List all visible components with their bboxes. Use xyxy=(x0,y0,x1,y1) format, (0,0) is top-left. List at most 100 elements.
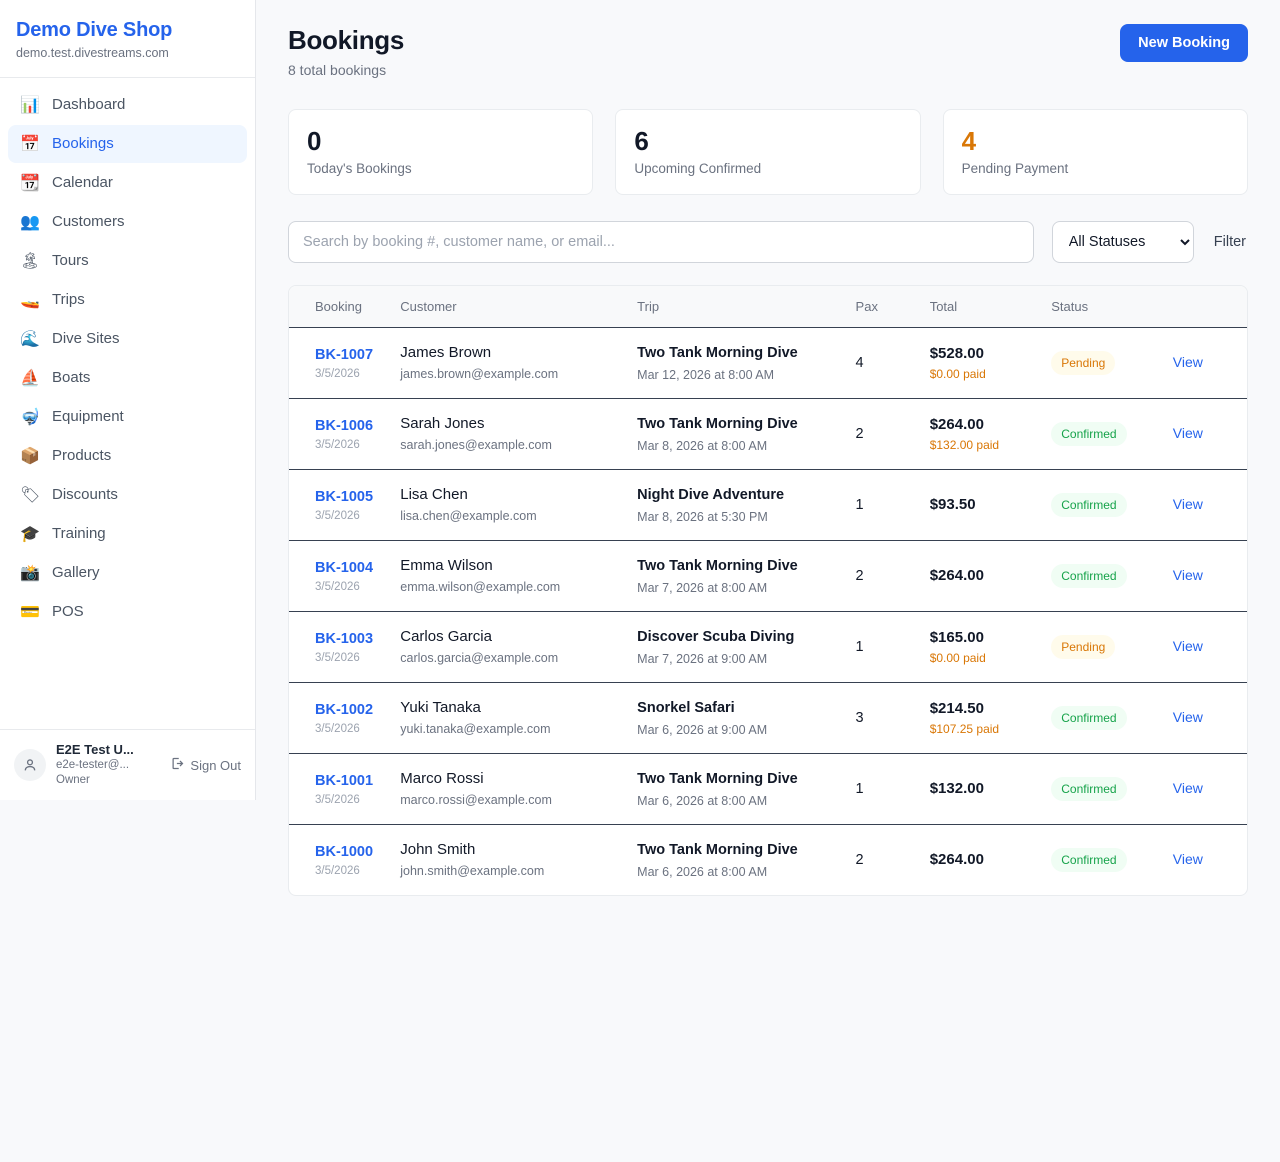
view-link[interactable]: View xyxy=(1172,780,1203,796)
sidebar-item-training[interactable]: 🎓 Training xyxy=(8,515,247,553)
sidebar-item-dashboard[interactable]: 📊 Dashboard xyxy=(8,86,247,124)
sidebar-item-dive-sites[interactable]: 🌊 Dive Sites xyxy=(8,320,247,358)
cell-customer: James Brown james.brown@example.com xyxy=(400,327,638,399)
status-filter-select[interactable]: All StatusesPendingConfirmedCancelledCom… xyxy=(1051,221,1194,263)
view-link[interactable]: View xyxy=(1172,496,1203,512)
table-header-row: Booking Customer Trip Pax Total Status xyxy=(289,286,1247,328)
pax-count: 2 xyxy=(855,426,864,442)
cell-booking: BK-1002 3/5/2026 xyxy=(289,682,401,754)
customer-name: Carlos Garcia xyxy=(400,628,492,645)
customer-email: marco.rossi@example.com xyxy=(400,793,552,807)
column-header-trip: Trip xyxy=(637,286,856,328)
new-booking-button[interactable]: New Booking xyxy=(1120,24,1248,62)
two-people-icon: 👥 xyxy=(20,212,40,231)
customer-email: james.brown@example.com xyxy=(400,367,559,381)
brand-block[interactable]: Demo Dive Shop demo.test.divestreams.com xyxy=(0,0,255,78)
trip-datetime: Mar 8, 2026 at 5:30 PM xyxy=(637,510,768,524)
view-link[interactable]: View xyxy=(1172,567,1203,583)
sidebar-item-label: Customers xyxy=(52,213,125,230)
booking-id-link[interactable]: BK-1003 xyxy=(315,630,374,647)
page-header: Bookings 8 total bookings New Booking xyxy=(288,24,1248,79)
trip-datetime: Mar 7, 2026 at 8:00 AM xyxy=(637,581,768,595)
booking-date: 3/5/2026 xyxy=(315,722,360,735)
sidebar-item-label: Boats xyxy=(52,369,91,386)
view-link[interactable]: View xyxy=(1172,638,1203,654)
booking-date: 3/5/2026 xyxy=(315,793,360,806)
filters-bar: All StatusesPendingConfirmedCancelledCom… xyxy=(288,221,1248,263)
diving-mask-icon: 🤿 xyxy=(20,407,40,426)
booking-date: 3/5/2026 xyxy=(315,438,360,451)
cell-booking: BK-1006 3/5/2026 xyxy=(289,398,401,470)
graduation-cap-icon: 🎓 xyxy=(20,524,40,543)
cell-action: View xyxy=(1172,682,1247,754)
view-link[interactable]: View xyxy=(1172,709,1203,725)
view-link[interactable]: View xyxy=(1172,851,1203,867)
booking-id-link[interactable]: BK-1006 xyxy=(315,417,374,434)
stat-label: Upcoming Confirmed xyxy=(634,161,762,176)
total-amount: $264.00 xyxy=(929,851,984,868)
sidebar-item-label: POS xyxy=(52,603,84,620)
customer-name: John Smith xyxy=(400,841,476,858)
customer-email: yuki.tanaka@example.com xyxy=(400,722,551,736)
cell-trip: Two Tank Morning Dive Mar 6, 2026 at 8:00… xyxy=(637,753,856,825)
cell-booking: BK-1007 3/5/2026 xyxy=(289,327,401,399)
sidebar-item-label: Trips xyxy=(52,291,85,308)
sidebar-item-gallery[interactable]: 📸 Gallery xyxy=(8,554,247,592)
cell-status: Pending xyxy=(1051,327,1173,399)
speedboat-icon: 🚤 xyxy=(20,290,40,309)
sidebar-item-discounts[interactable]: 🏷 Discounts xyxy=(8,476,247,514)
sidebar-item-label: Equipment xyxy=(52,408,124,425)
cell-trip: Snorkel Safari Mar 6, 2026 at 9:00 AM xyxy=(637,682,856,754)
booking-id-link[interactable]: BK-1000 xyxy=(315,843,374,860)
booking-id-link[interactable]: BK-1005 xyxy=(315,488,374,505)
cell-pax: 2 xyxy=(856,825,930,896)
sidebar-item-products[interactable]: 📦 Products xyxy=(8,437,247,475)
user-block: E2E Test U... e2e-tester@... Owner Sign … xyxy=(0,729,255,800)
search-input[interactable] xyxy=(288,221,1034,263)
cell-pax: 4 xyxy=(855,327,930,399)
cell-action: View xyxy=(1173,825,1247,896)
stat-label: Today's Bookings xyxy=(307,161,412,176)
view-link[interactable]: View xyxy=(1172,425,1203,441)
sidebar-item-bookings[interactable]: 📅 Bookings xyxy=(8,125,247,163)
sidebar-item-label: Discounts xyxy=(52,486,118,503)
camera-flash-icon: 📸 xyxy=(20,563,40,582)
user-meta: E2E Test U... e2e-tester@... Owner xyxy=(56,742,160,788)
customer-name: Lisa Chen xyxy=(400,486,468,503)
view-link[interactable]: View xyxy=(1172,354,1203,370)
chart-bar-icon: 📊 xyxy=(20,95,40,114)
sidebar-item-customers[interactable]: 👥 Customers xyxy=(8,203,247,241)
status-badge: Confirmed xyxy=(1051,706,1127,730)
sign-out-button[interactable]: Sign Out xyxy=(170,756,241,774)
cell-customer: Carlos Garcia carlos.garcia@example.com xyxy=(400,611,638,683)
booking-id-link[interactable]: BK-1002 xyxy=(315,701,374,718)
brand-title: Demo Dive Shop xyxy=(16,19,173,41)
sidebar-item-pos[interactable]: 💳 POS xyxy=(8,593,247,631)
cell-pax: 1 xyxy=(855,469,930,541)
sidebar-item-label: Training xyxy=(52,525,106,542)
booking-id-link[interactable]: BK-1004 xyxy=(315,559,374,576)
filter-button[interactable]: Filter xyxy=(1213,234,1246,250)
sidebar-item-trips[interactable]: 🚤 Trips xyxy=(8,281,247,319)
table-head: Booking Customer Trip Pax Total Status xyxy=(289,286,1247,328)
sidebar-item-calendar[interactable]: 📆 Calendar xyxy=(8,164,247,202)
cell-booking: BK-1004 3/5/2026 xyxy=(289,540,401,612)
trip-datetime: Mar 7, 2026 at 9:00 AM xyxy=(637,652,768,666)
sidebar-item-equipment[interactable]: 🤿 Equipment xyxy=(8,398,247,436)
total-amount: $132.00 xyxy=(929,780,984,797)
table-row: BK-1004 3/5/2026 Emma Wilson emma.wilson@ex… xyxy=(289,540,1247,612)
cell-total: $264.00 $132.00 paid xyxy=(929,398,1052,470)
column-header-booking: Booking xyxy=(289,286,401,328)
cell-pax: 2 xyxy=(855,398,930,470)
cell-status: Confirmed xyxy=(1051,753,1173,825)
package-box-icon: 📦 xyxy=(20,446,40,465)
sidebar-item-boats[interactable]: ⛵ Boats xyxy=(8,359,247,397)
sidebar-item-label: Tours xyxy=(52,252,89,269)
table-row: BK-1002 3/5/2026 Yuki Tanaka yuki.tanaka@ex… xyxy=(289,682,1247,754)
cell-customer: Yuki Tanaka yuki.tanaka@example.com xyxy=(400,682,638,754)
cell-total: $93.50 xyxy=(929,469,1052,541)
total-amount: $165.00 xyxy=(929,629,984,646)
sidebar-item-tours[interactable]: 🏝 Tours xyxy=(8,242,247,280)
booking-id-link[interactable]: BK-1001 xyxy=(315,772,374,789)
booking-id-link[interactable]: BK-1007 xyxy=(315,346,374,363)
